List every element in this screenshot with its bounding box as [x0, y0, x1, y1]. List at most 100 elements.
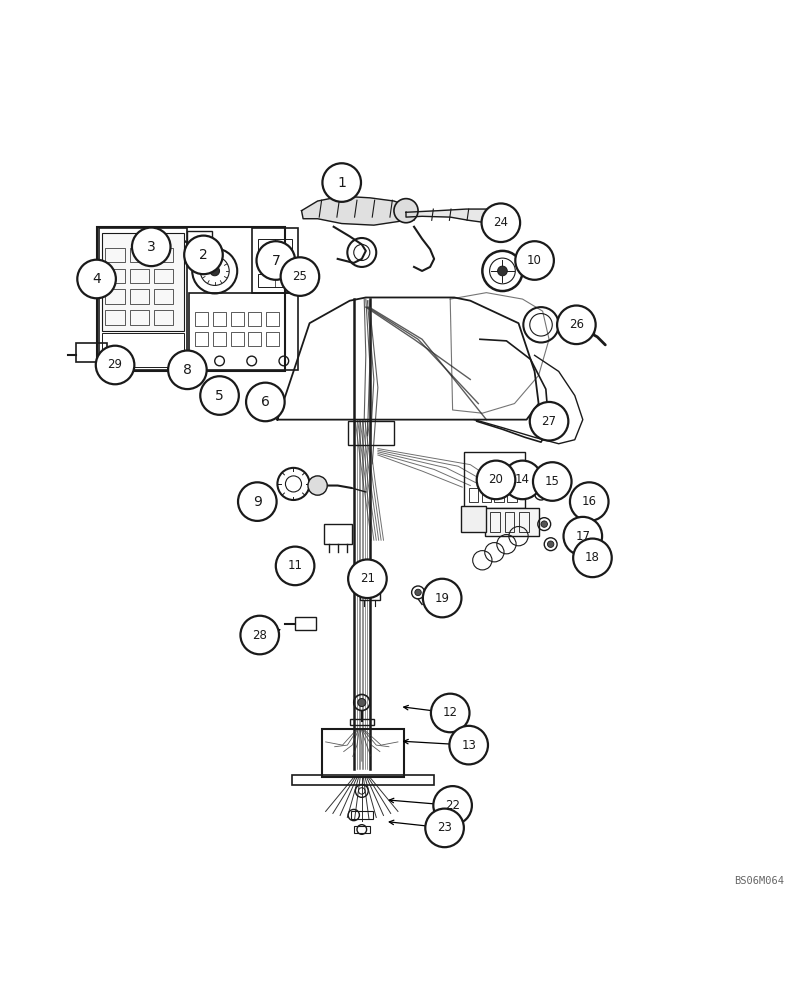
- Circle shape: [256, 241, 294, 280]
- Bar: [105, 248, 125, 262]
- Text: 6: 6: [260, 395, 269, 409]
- Bar: [153, 310, 173, 325]
- Circle shape: [433, 786, 471, 825]
- Circle shape: [307, 476, 327, 495]
- Bar: [153, 248, 173, 262]
- Circle shape: [476, 461, 515, 499]
- Bar: [105, 289, 125, 304]
- Bar: [102, 233, 184, 331]
- Text: 11: 11: [287, 559, 303, 572]
- Circle shape: [414, 589, 421, 596]
- Text: 13: 13: [461, 739, 475, 752]
- Bar: [230, 332, 243, 346]
- Circle shape: [96, 346, 134, 384]
- Text: 8: 8: [182, 363, 191, 377]
- Bar: [195, 312, 208, 326]
- Circle shape: [200, 376, 238, 415]
- Circle shape: [168, 351, 207, 389]
- Circle shape: [210, 266, 219, 276]
- Bar: [97, 227, 285, 371]
- Bar: [212, 332, 225, 346]
- Text: 25: 25: [292, 270, 307, 283]
- Circle shape: [425, 809, 463, 847]
- Text: 23: 23: [436, 821, 452, 834]
- Bar: [484, 508, 538, 536]
- Text: 9: 9: [252, 495, 261, 509]
- Bar: [350, 811, 372, 819]
- Bar: [354, 826, 369, 833]
- Text: 21: 21: [359, 572, 375, 585]
- Text: 3: 3: [147, 240, 156, 254]
- Polygon shape: [301, 196, 414, 225]
- Bar: [105, 310, 125, 325]
- Text: 5: 5: [215, 389, 224, 403]
- Circle shape: [281, 257, 319, 296]
- Circle shape: [448, 726, 487, 764]
- Circle shape: [481, 203, 520, 242]
- Bar: [102, 333, 184, 367]
- Text: 12: 12: [442, 706, 457, 719]
- Bar: [507, 488, 517, 502]
- Bar: [266, 332, 279, 346]
- Bar: [76, 343, 107, 362]
- Bar: [494, 488, 504, 502]
- Bar: [519, 512, 528, 532]
- Bar: [248, 312, 261, 326]
- Bar: [468, 488, 478, 502]
- Bar: [195, 332, 208, 346]
- Circle shape: [238, 482, 277, 521]
- Circle shape: [573, 539, 611, 577]
- Circle shape: [532, 462, 571, 501]
- Polygon shape: [406, 209, 504, 223]
- Circle shape: [556, 306, 595, 344]
- Circle shape: [547, 541, 553, 547]
- Bar: [266, 312, 279, 326]
- Text: 22: 22: [444, 799, 460, 812]
- Circle shape: [540, 521, 547, 527]
- Text: 2: 2: [199, 248, 208, 262]
- Text: 15: 15: [544, 475, 559, 488]
- Circle shape: [240, 616, 279, 654]
- Circle shape: [503, 461, 541, 499]
- Bar: [463, 452, 524, 508]
- Bar: [99, 228, 187, 370]
- Text: 26: 26: [569, 318, 583, 331]
- Bar: [348, 421, 393, 445]
- Text: 1: 1: [337, 176, 345, 190]
- Circle shape: [431, 694, 469, 732]
- Bar: [321, 729, 404, 777]
- Circle shape: [276, 547, 314, 585]
- Bar: [212, 312, 225, 326]
- Text: 29: 29: [107, 358, 122, 371]
- Circle shape: [563, 517, 601, 555]
- Text: 17: 17: [575, 530, 590, 543]
- Text: 19: 19: [434, 592, 449, 605]
- Bar: [324, 524, 352, 544]
- Circle shape: [537, 490, 543, 497]
- Circle shape: [358, 699, 366, 707]
- Text: 24: 24: [493, 216, 508, 229]
- Circle shape: [569, 482, 607, 521]
- Circle shape: [423, 579, 461, 617]
- Bar: [105, 269, 125, 283]
- Text: 4: 4: [92, 272, 101, 286]
- Bar: [130, 248, 148, 262]
- Bar: [481, 488, 491, 502]
- Circle shape: [322, 163, 361, 202]
- Bar: [153, 289, 173, 304]
- Circle shape: [131, 228, 170, 266]
- Circle shape: [348, 559, 386, 598]
- Bar: [251, 228, 297, 293]
- Text: 10: 10: [526, 254, 542, 267]
- Text: 16: 16: [581, 495, 596, 508]
- Bar: [258, 274, 291, 287]
- Bar: [350, 719, 373, 725]
- Text: 20: 20: [488, 473, 503, 486]
- Bar: [248, 332, 261, 346]
- Circle shape: [497, 266, 507, 276]
- Bar: [291, 775, 434, 785]
- Text: 7: 7: [271, 254, 280, 268]
- Circle shape: [515, 241, 553, 280]
- Text: 27: 27: [541, 415, 556, 428]
- Text: 18: 18: [584, 551, 599, 564]
